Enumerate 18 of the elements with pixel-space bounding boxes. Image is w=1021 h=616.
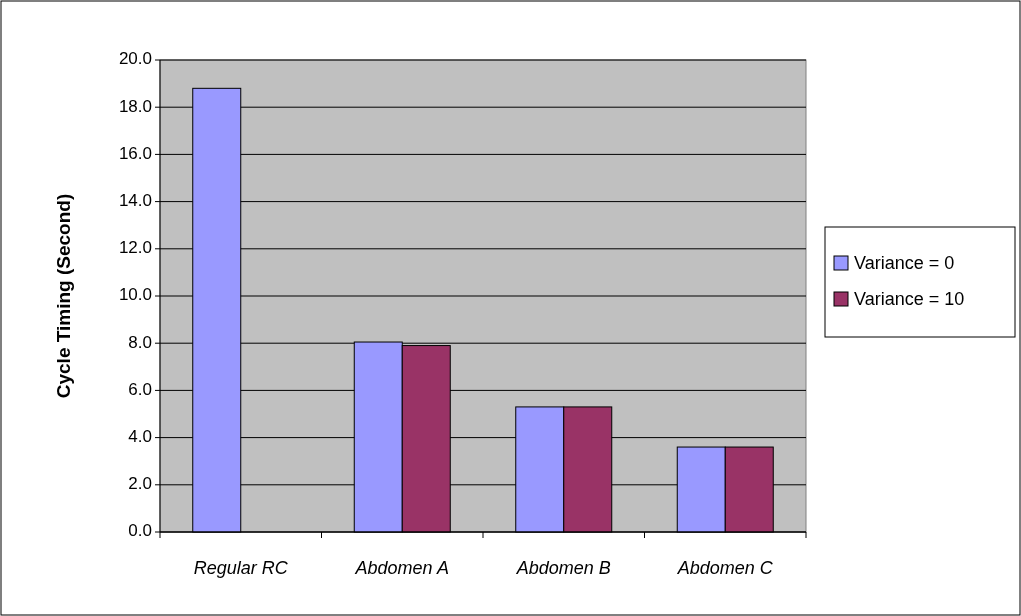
y-tick-label: 18.0	[118, 96, 152, 116]
y-tick-label: 10.0	[118, 285, 152, 305]
y-tick-label: 14.0	[118, 191, 152, 211]
y-tick-label: 8.0	[128, 332, 152, 352]
legend-label: Variance = 0	[854, 252, 955, 273]
x-tick-label: Regular RC	[193, 558, 289, 578]
y-tick-label: 20.0	[118, 49, 152, 69]
x-tick-label: Abdomen C	[676, 558, 774, 578]
x-tick-label: Abdomen A	[354, 558, 449, 578]
y-tick-label: 12.0	[118, 238, 152, 258]
x-tick-label: Abdomen B	[515, 558, 611, 578]
legend-label: Variance = 10	[854, 288, 965, 309]
y-tick-label: 2.0	[128, 474, 152, 494]
y-tick-label: 6.0	[128, 379, 152, 399]
y-tick-label: 16.0	[118, 143, 152, 163]
y-tick-label: 4.0	[128, 427, 152, 447]
y-axis-title: Cycle Timing (Second)	[53, 193, 74, 399]
y-tick-label: 0.0	[128, 521, 152, 541]
